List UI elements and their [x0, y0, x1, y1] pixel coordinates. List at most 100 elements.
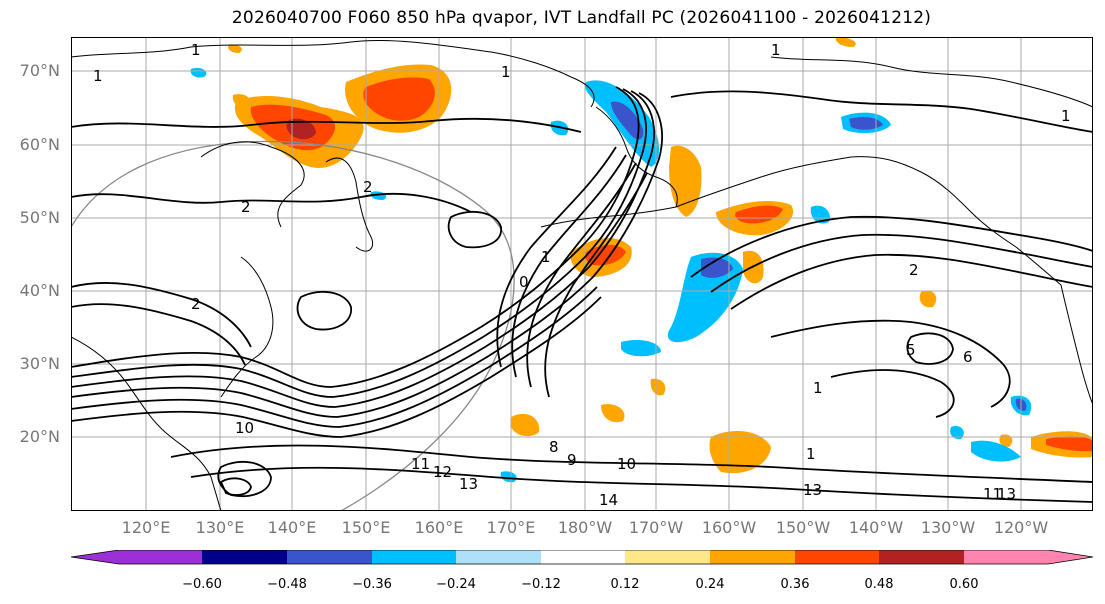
- coast-aleutians: [540, 206, 677, 228]
- colorbar-bin: [456, 550, 541, 564]
- colorbar-tick: 0.12: [610, 577, 640, 592]
- shade-negative-pacific-1: [621, 340, 661, 357]
- lon-label-170e: 170°E: [486, 518, 536, 537]
- colorbar-tick: −0.48: [267, 577, 307, 592]
- lon-label-120e: 120°E: [121, 518, 171, 537]
- contour-label: 0: [519, 273, 529, 291]
- lon-label-120w: 120°W: [993, 518, 1049, 537]
- contour-closed-1: [296, 290, 352, 331]
- lon-label-130e: 130°E: [195, 518, 245, 537]
- map-frame: [71, 37, 1093, 511]
- contour-trough-4: [544, 172, 648, 398]
- colorbar-bin: [710, 550, 795, 564]
- contour-label: 12: [433, 463, 452, 481]
- colorbar-bin: [879, 550, 964, 564]
- lon-label-150e: 150°E: [341, 518, 391, 537]
- coast-siberia: [71, 39, 595, 108]
- contour-label: 1: [541, 248, 551, 266]
- contour-trough-3: [526, 162, 637, 388]
- contour-jet-6: [71, 296, 602, 438]
- colorbar-bin: [541, 550, 625, 564]
- contour-south-2: [190, 466, 1093, 503]
- shade-strong-negative-gulf: [701, 257, 733, 278]
- lon-label-140w: 140°W: [848, 518, 904, 537]
- colorbar-tick: 0.36: [780, 577, 810, 592]
- colorbar-tick: −0.36: [352, 577, 392, 592]
- contour-trough-2: [511, 154, 627, 378]
- shade-darkred-siberia: [286, 118, 316, 140]
- shade-pacific-orange-6: [650, 378, 666, 396]
- colorbar-bin: [795, 550, 879, 564]
- shade-gulf-red: [735, 205, 783, 224]
- colorbar-tick: −0.24: [436, 577, 476, 592]
- map-panel[interactable]: 1 1 2 2 2 1 0 1 2 1 1 1 5 6 10 8 9 10 11…: [71, 37, 1093, 511]
- contour-label: 1: [771, 41, 781, 59]
- colorbar-tick: −0.60: [182, 577, 222, 592]
- contour-label: 8: [549, 438, 559, 456]
- contour-jet-4: [71, 92, 663, 418]
- shade-small-orange-2: [919, 290, 937, 308]
- contour-label: 11: [411, 455, 430, 473]
- lon-label-130w: 130°W: [920, 518, 976, 537]
- shade-small-orange-1: [232, 94, 250, 107]
- contour-label: 1: [191, 41, 201, 59]
- map-canvas: 1 1 2 2 2 1 0 1 2 1 1 1 5 6 10 8 9 10 11…: [71, 37, 1093, 511]
- coast-bc: [920, 171, 1062, 286]
- contour-label: 1: [813, 379, 823, 397]
- contour-closed-4: [217, 460, 272, 497]
- lat-label-70: 70°N: [19, 61, 60, 80]
- contour-label: 13: [997, 485, 1016, 503]
- contour-label: 9: [567, 451, 577, 469]
- contour-north-3: [670, 90, 1093, 133]
- coast-alaska-south: [675, 156, 922, 208]
- coast-kamchatka: [325, 157, 374, 252]
- coast-china: [71, 336, 222, 511]
- contour-jet-1: [71, 86, 640, 388]
- contour-label: 10: [617, 455, 636, 473]
- contour-south-1: [170, 444, 1093, 483]
- colorbar-extend-low: [71, 550, 119, 564]
- coast-japan: [220, 256, 274, 398]
- colorbar-svg: [70, 549, 1094, 565]
- contour-label: 1: [93, 67, 103, 85]
- colorbar-bin: [119, 550, 202, 564]
- coast-arctic-canada: [770, 56, 1093, 108]
- shade-negative-east-2: [971, 440, 1021, 462]
- shade-strong-northasia: [363, 77, 435, 121]
- contour-west-2: [71, 303, 246, 366]
- shade-pacific-orange-4: [511, 413, 540, 437]
- contour-label: 2: [191, 295, 201, 313]
- colorbar: [70, 549, 1095, 580]
- colorbar-bin: [202, 550, 287, 564]
- shade-small-orange-3: [999, 434, 1013, 447]
- contour-east-1: [770, 319, 1011, 408]
- contour-ridge-2: [710, 233, 1093, 293]
- shade-pacific-orange-5: [601, 404, 625, 423]
- lat-label-20: 20°N: [19, 427, 60, 446]
- contour-east-2: [830, 369, 955, 418]
- contour-label: 6: [963, 348, 973, 366]
- colorbar-tick: −0.12: [521, 577, 561, 592]
- lat-label-60: 60°N: [19, 135, 60, 154]
- contour-closed-3: [906, 332, 954, 365]
- shading-layer: [190, 37, 1093, 483]
- shade-negative-small-4: [500, 471, 517, 483]
- shade-negative-pacific-3: [950, 426, 964, 440]
- contour-label: 14: [599, 491, 618, 509]
- map-title: 2026040700 F060 850 hPa qvapor, IVT Land…: [231, 8, 932, 28]
- shade-strong-negative-alaska: [849, 117, 883, 130]
- contour-label: 2: [909, 261, 919, 279]
- colorbar-tick: 0.60: [949, 577, 979, 592]
- contour-north-1: [71, 192, 472, 213]
- contour-label: 1: [806, 445, 816, 463]
- coast-okhotsk: [200, 141, 305, 228]
- contour-label: 13: [459, 475, 478, 493]
- lon-label-160e: 160°E: [414, 518, 464, 537]
- shade-small-orange-5: [835, 37, 856, 47]
- contour-closed-5: [219, 477, 252, 496]
- ivt-contours: [71, 86, 1093, 503]
- lon-label-170w: 170°W: [628, 518, 684, 537]
- lon-label-140e: 140°E: [267, 518, 317, 537]
- colorbar-extend-high: [1048, 550, 1093, 564]
- contour-label: 13: [803, 481, 822, 499]
